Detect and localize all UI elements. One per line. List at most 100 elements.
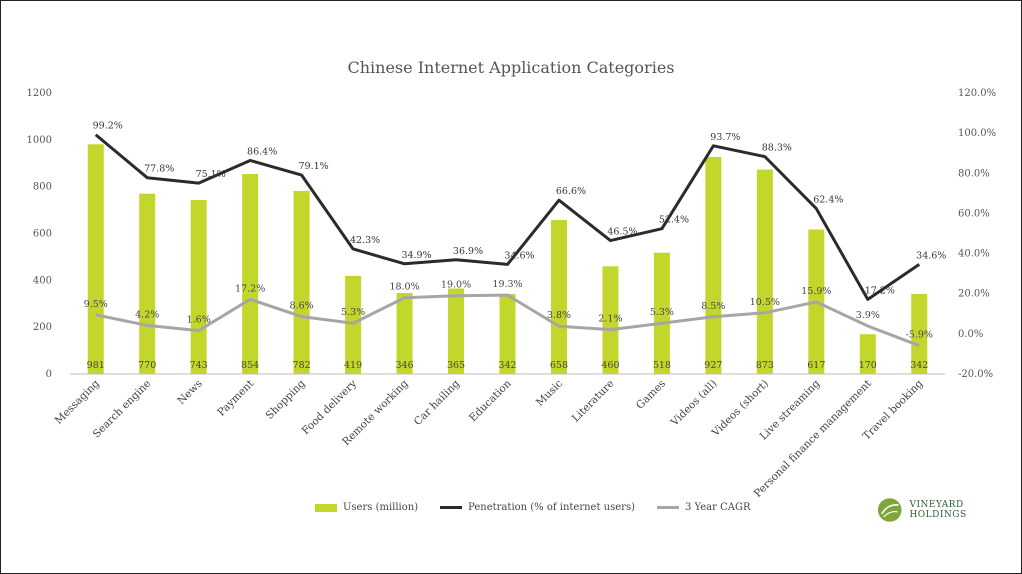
penetration-label: 88.3% (762, 143, 792, 154)
penetration-label: 62.4% (813, 195, 843, 206)
bar-users (87, 144, 104, 374)
bar-users (396, 292, 413, 374)
bar-users (550, 219, 567, 374)
penetration-label: 42.3% (350, 235, 380, 246)
bar-value-label: 927 (704, 360, 722, 371)
category-label: Personal finance management (752, 377, 875, 500)
bar-users (653, 252, 670, 374)
bar-value-label: 782 (293, 360, 311, 371)
bar-users (190, 200, 207, 374)
bar-users (345, 275, 362, 374)
legend-label-users: Users (million) (343, 502, 419, 513)
cagr-label: 10.5% (750, 297, 780, 308)
line-penetration (94, 133, 921, 301)
y-right-tick-label: 100.0% (958, 128, 996, 139)
bar-value-label: 419 (344, 360, 362, 371)
bar-users (911, 293, 928, 374)
penetration-label: 79.1% (299, 161, 329, 172)
penetration-label: 66.6% (556, 186, 586, 197)
bar-users (499, 293, 516, 374)
legend: Users (million) Penetration (% of intern… (315, 502, 751, 513)
bar-users (602, 266, 619, 374)
category-label: Music (534, 378, 565, 409)
y-left-tick-label: 800 (33, 182, 52, 193)
bar-users (448, 288, 465, 374)
legend-item-cagr: 3 Year CAGR (656, 502, 751, 513)
penetration-label: 36.9% (453, 246, 483, 257)
penetration-label: 52.4% (659, 215, 689, 226)
y-right-tick-label: 60.0% (958, 208, 990, 219)
y-left-tick-label: 400 (33, 275, 52, 286)
penetration-label: 34.6% (504, 250, 534, 261)
penetration-label: 17.2% (865, 285, 895, 296)
y-left-tick-label: 1200 (27, 88, 52, 99)
penetration-label: 34.6% (916, 250, 946, 261)
bar-value-label: 342 (910, 360, 928, 371)
cagr-label: 19.0% (441, 280, 471, 291)
cagr-label: 3.8% (547, 310, 571, 321)
y-left-tick-label: 200 (33, 322, 52, 333)
cagr-label: 8.5% (701, 301, 725, 312)
cagr-label: 9.5% (84, 299, 108, 310)
category-label: News (175, 378, 205, 408)
cagr-label: 19.3% (492, 279, 522, 290)
category-label: Payment (215, 377, 257, 419)
category-label: Education (467, 377, 514, 424)
bar-value-label: 170 (859, 360, 877, 371)
bar-users (705, 156, 722, 374)
legend-label-penetration: Penetration (% of internet users) (468, 502, 635, 513)
penetration-label: 75.1% (196, 169, 226, 180)
bar-value-label: 617 (807, 360, 825, 371)
cagr-label: 3.9% (856, 310, 880, 321)
bar-value-label: 854 (241, 360, 259, 371)
bar-value-label: 460 (601, 360, 619, 371)
category-label: Literature (570, 378, 617, 425)
bar-value-label: 346 (395, 360, 413, 371)
penetration-label: 86.4% (247, 146, 277, 157)
company-logo: VINEYARD HOLDINGS (876, 496, 1022, 524)
cagr-label: 15.9% (801, 286, 831, 297)
bar-users (756, 169, 773, 374)
logo-text: VINEYARD HOLDINGS (909, 500, 967, 520)
y-left-tick-label: 0 (46, 369, 52, 380)
bar-value-label: 743 (190, 360, 208, 371)
y-right-tick-label: 40.0% (958, 249, 990, 260)
bar-value-label: 342 (498, 360, 516, 371)
bar-users (859, 334, 876, 374)
category-label: Games (634, 378, 668, 412)
category-label: Videos (all) (668, 378, 720, 430)
cagr-label: 8.6% (290, 301, 314, 312)
bar-users (293, 190, 310, 374)
cagr-label: 5.3% (650, 307, 674, 318)
legend-item-penetration: Penetration (% of internet users) (440, 502, 635, 513)
y-left-tick-label: 600 (33, 229, 52, 240)
legend-swatch-penetration (440, 506, 463, 509)
line-cagr (95, 293, 920, 348)
penetration-label: 93.7% (710, 132, 740, 143)
bar-value-label: 658 (550, 360, 568, 371)
bar-value-label: 873 (756, 360, 774, 371)
cagr-label: -5.9% (906, 330, 933, 341)
penetration-label: 77.8% (144, 164, 174, 175)
bar-value-label: 981 (87, 360, 105, 371)
legend-label-cagr: 3 Year CAGR (684, 502, 751, 513)
bar-value-label: 365 (447, 360, 465, 371)
y-right-tick-label: 120.0% (958, 88, 996, 99)
cagr-label: 5.3% (341, 307, 365, 318)
cagr-label: 17.2% (235, 283, 265, 294)
bar-value-label: 518 (653, 360, 671, 371)
category-label: Car hailing (412, 377, 463, 428)
y-right-tick-label: 0.0% (958, 329, 983, 340)
legend-item-users: Users (million) (315, 502, 418, 513)
y-left-tick-label: 1000 (27, 135, 52, 146)
penetration-label: 46.5% (607, 227, 637, 238)
category-label: Shopping (264, 377, 308, 421)
chart-title: Chinese Internet Application Categories (347, 58, 675, 77)
y-right-tick-label: 20.0% (958, 289, 990, 300)
cagr-label: 2.1% (598, 314, 622, 325)
legend-swatch-users (315, 503, 337, 512)
bar-users (242, 174, 259, 374)
cagr-label: 1.6% (187, 315, 211, 326)
